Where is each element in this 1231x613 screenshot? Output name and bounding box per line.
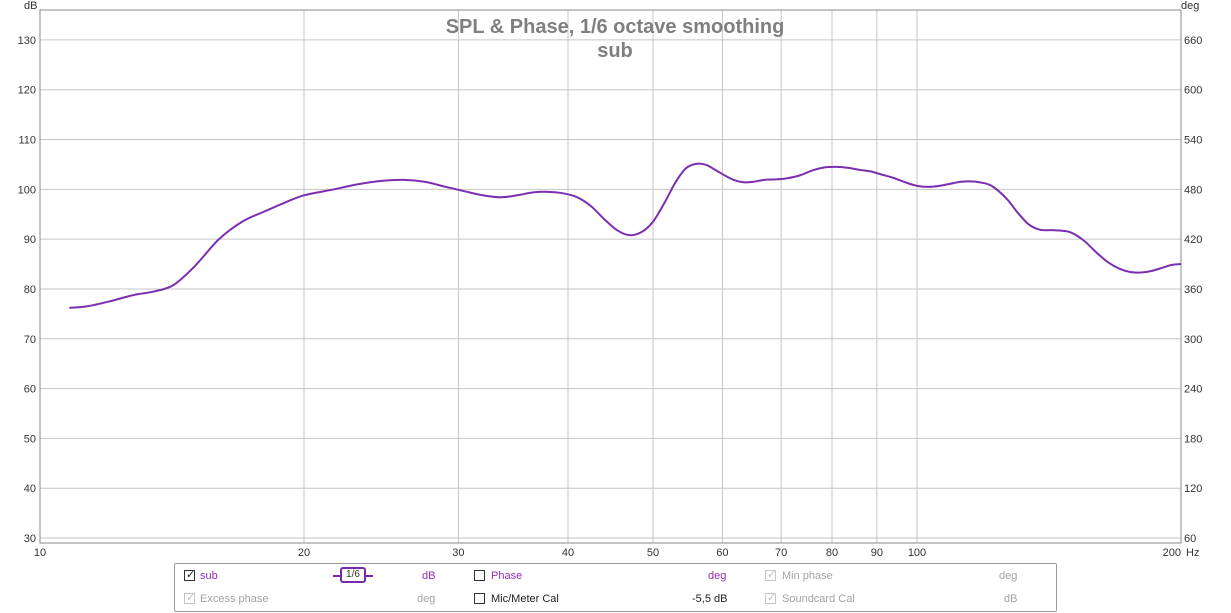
y-tick-label: 40	[24, 483, 36, 495]
check-icon: ✓	[186, 592, 196, 604]
y-right-unit: deg	[1181, 0, 1199, 12]
y-tick-label: 130	[18, 35, 36, 47]
x-tick-label: 40	[562, 547, 574, 559]
y-right-tick-label: 600	[1184, 85, 1202, 97]
x-tick-label: 90	[871, 547, 883, 559]
smoothing-line-right	[366, 575, 373, 577]
x-tick-label: 30	[452, 547, 464, 559]
x-tick-label: 200	[1163, 547, 1181, 559]
y-right-tick-label: 300	[1184, 334, 1202, 346]
y-tick-label: 100	[18, 184, 36, 196]
min-phase-label: Min phase	[782, 570, 833, 582]
y-tick-label: 120	[18, 85, 36, 97]
y-tick-label: 110	[18, 135, 36, 147]
min-phase-unit: deg	[999, 570, 1018, 582]
legend-panel: ✓ sub 1/6 dB Phase deg ✓ Min phase deg ✓…	[174, 563, 1057, 612]
y-right-tick-label: 240	[1184, 384, 1202, 396]
y-tick-label: 80	[24, 284, 36, 296]
series-line-sub	[69, 162, 1182, 309]
mic-cal-label: Mic/Meter Cal	[491, 593, 559, 605]
chart-ticks: 10 20 30 40 50 60 70 80 90 100 200 30 60 40 120 50 180 60…	[18, 35, 1203, 559]
y-right-tick-label: 120	[1184, 483, 1202, 495]
smoothing-button[interactable]: 1/6	[340, 567, 366, 583]
x-tick-label: 70	[775, 547, 787, 559]
min-phase-checkbox[interactable]: ✓	[765, 569, 777, 581]
y-right-tick-label: 540	[1184, 135, 1202, 147]
y-right-tick-label: 180	[1184, 433, 1202, 445]
y-tick-label: 30	[24, 533, 36, 545]
x-tick-label: 50	[647, 547, 659, 559]
chart-grid	[40, 10, 1181, 543]
y-tick-label: 70	[24, 334, 36, 346]
mic-cal-checkbox[interactable]	[474, 593, 485, 604]
smoothing-line-left	[333, 575, 340, 577]
y-right-tick-label: 660	[1184, 35, 1202, 47]
y-right-tick-label: 480	[1184, 184, 1202, 196]
phase-checkbox[interactable]	[474, 570, 485, 581]
sub-label: sub	[200, 570, 218, 582]
check-icon: ✓	[186, 569, 196, 581]
check-icon: ✓	[767, 569, 777, 581]
sub-unit: dB	[422, 570, 436, 582]
mic-cal-value: -5,5 dB	[692, 593, 728, 605]
y-right-tick-label: 60	[1184, 533, 1196, 545]
soundcard-cal-unit: dB	[1004, 593, 1018, 605]
phase-label: Phase	[491, 570, 523, 582]
soundcard-cal-checkbox[interactable]: ✓	[765, 592, 777, 604]
series-layer	[69, 162, 1182, 309]
y-right-tick-label: 420	[1184, 234, 1202, 246]
y-tick-label: 90	[24, 234, 36, 246]
check-icon: ✓	[767, 592, 777, 604]
chart-subtitle: sub	[597, 40, 633, 62]
x-tick-label: 60	[716, 547, 728, 559]
x-tick-label: 20	[298, 547, 310, 559]
chart-title: SPL & Phase, 1/6 octave smoothing	[446, 16, 785, 38]
plot-border	[39, 9, 1182, 544]
y-left-unit: dB	[24, 0, 37, 12]
smoothing-label: 1/6	[346, 569, 360, 580]
sub-checkbox[interactable]: ✓	[184, 569, 196, 581]
x-tick-label: 10	[34, 547, 46, 559]
excess-phase-label: Excess phase	[200, 593, 269, 605]
excess-phase-checkbox[interactable]: ✓	[184, 592, 196, 604]
x-unit: Hz	[1186, 547, 1199, 559]
x-tick-label: 100	[908, 547, 926, 559]
y-right-tick-label: 360	[1184, 284, 1202, 296]
y-tick-label: 60	[24, 384, 36, 396]
spl-chart: 10 20 30 40 50 60 70 80 90 100 200 30 60 40 120 50 180 60…	[18, 0, 1203, 559]
y-tick-label: 50	[24, 433, 36, 445]
phase-unit: deg	[708, 570, 727, 582]
soundcard-cal-label: Soundcard Cal	[782, 593, 855, 605]
x-tick-label: 80	[826, 547, 838, 559]
excess-phase-unit: deg	[417, 593, 436, 605]
